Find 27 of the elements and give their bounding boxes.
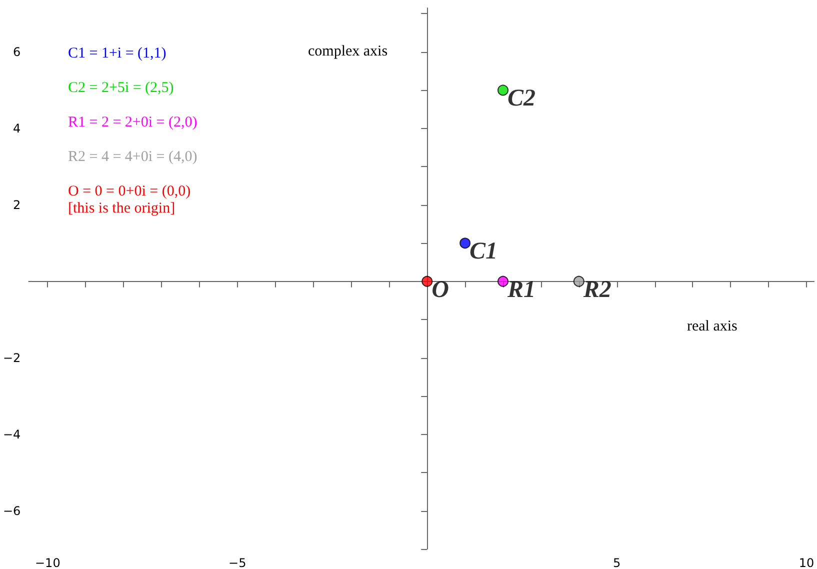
annotation: O = 0 = 0+0i = (0,0) [this is the origin]	[68, 184, 191, 216]
series-label: C1	[470, 238, 498, 265]
annotation: C2 = 2+5i = (2,5)	[68, 80, 174, 96]
y-tick-label: −4	[2, 427, 21, 442]
x-tick-label: 10	[798, 556, 814, 569]
point	[498, 84, 508, 96]
series-label: O	[432, 276, 449, 303]
annotation: C1 = 1+i = (1,1)	[68, 46, 166, 62]
x-tick-label: −5	[228, 556, 246, 569]
series-label: R2	[582, 276, 612, 303]
series-label: R1	[506, 276, 536, 303]
y-tick-label: −2	[2, 350, 21, 365]
y-axis-title: complex axis	[308, 44, 388, 60]
y-tick-label: 6	[13, 44, 21, 59]
annotation: R1 = 2 = 2+0i = (2,0)	[68, 114, 198, 130]
x-tick-label: 5	[613, 556, 621, 569]
annotation: R2 = 4 = 4+0i = (4,0)	[68, 149, 198, 165]
x-tick-label: −10	[35, 556, 60, 569]
x-axis-title: real axis	[687, 318, 738, 334]
point	[460, 238, 471, 249]
y-tick-label: 2	[13, 198, 21, 212]
y-tick-label: −6	[2, 504, 21, 518]
series-label: C2	[507, 86, 536, 112]
point	[573, 276, 584, 287]
point	[422, 276, 433, 287]
point	[498, 276, 508, 287]
y-tick-label: 4	[13, 121, 21, 136]
